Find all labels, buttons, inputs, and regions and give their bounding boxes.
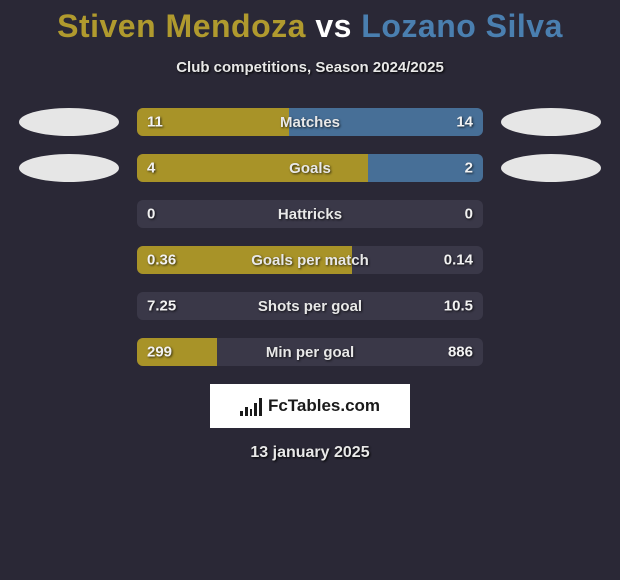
stat-value-left: 0.36 [147, 252, 176, 269]
stats-area: 11 14 Matches 4 2 Goals 0 0 Hattricks 0.36 0.14 Goa… [0, 108, 620, 366]
stat-value-right: 2 [465, 160, 473, 177]
oval-spacer [19, 200, 119, 228]
stat-label: Goals per match [251, 252, 369, 269]
stat-row: 0 0 Hattricks [0, 200, 620, 228]
stat-bar: 299 886 Min per goal [137, 338, 483, 366]
stat-value-left: 7.25 [147, 298, 176, 315]
oval-spacer [501, 200, 601, 228]
stat-value-right: 0.14 [444, 252, 473, 269]
stat-bar: 11 14 Matches [137, 108, 483, 136]
stat-value-right: 14 [456, 114, 473, 131]
oval-spacer [19, 292, 119, 320]
stat-row: 299 886 Min per goal [0, 338, 620, 366]
stat-value-left: 0 [147, 206, 155, 223]
stat-label: Min per goal [266, 344, 354, 361]
stat-label: Shots per goal [258, 298, 362, 315]
stat-row: 7.25 10.5 Shots per goal [0, 292, 620, 320]
oval-spacer [19, 338, 119, 366]
subtitle: Club competitions, Season 2024/2025 [0, 59, 620, 76]
stat-label: Hattricks [278, 206, 342, 223]
comparison-infographic: Stiven Mendoza vs Lozano Silva Club comp… [0, 0, 620, 462]
stat-row: 11 14 Matches [0, 108, 620, 136]
stat-value-left: 299 [147, 344, 172, 361]
oval-spacer [501, 292, 601, 320]
title-player-right: Lozano Silva [361, 8, 563, 44]
stat-label: Matches [280, 114, 340, 131]
player-left-oval [19, 154, 119, 182]
stat-value-left: 11 [147, 114, 163, 131]
stat-value-right: 0 [465, 206, 473, 223]
stat-value-left: 4 [147, 160, 155, 177]
player-right-oval [501, 154, 601, 182]
player-right-oval [501, 108, 601, 136]
logo-bar [245, 407, 248, 416]
stat-bar: 7.25 10.5 Shots per goal [137, 292, 483, 320]
logo-bar [250, 409, 253, 416]
date-label: 13 january 2025 [0, 444, 620, 462]
logo-box: FcTables.com [210, 384, 410, 428]
stat-bar: 0.36 0.14 Goals per match [137, 246, 483, 274]
stat-bar: 4 2 Goals [137, 154, 483, 182]
page-title: Stiven Mendoza vs Lozano Silva [0, 8, 620, 45]
player-left-oval [19, 108, 119, 136]
bar-chart-icon [240, 396, 262, 416]
oval-spacer [501, 338, 601, 366]
stat-value-right: 886 [448, 344, 473, 361]
stat-bar: 0 0 Hattricks [137, 200, 483, 228]
logo-text: FcTables.com [268, 396, 380, 416]
logo-bar [254, 403, 257, 416]
logo-bar [259, 398, 262, 416]
stat-row: 0.36 0.14 Goals per match [0, 246, 620, 274]
logo-bar [240, 411, 243, 416]
oval-spacer [501, 246, 601, 274]
stat-label: Goals [289, 160, 331, 177]
stat-value-right: 10.5 [444, 298, 473, 315]
stat-row: 4 2 Goals [0, 154, 620, 182]
title-player-left: Stiven Mendoza [57, 8, 306, 44]
bar-fill-left [137, 154, 368, 182]
title-vs: vs [306, 8, 361, 44]
oval-spacer [19, 246, 119, 274]
